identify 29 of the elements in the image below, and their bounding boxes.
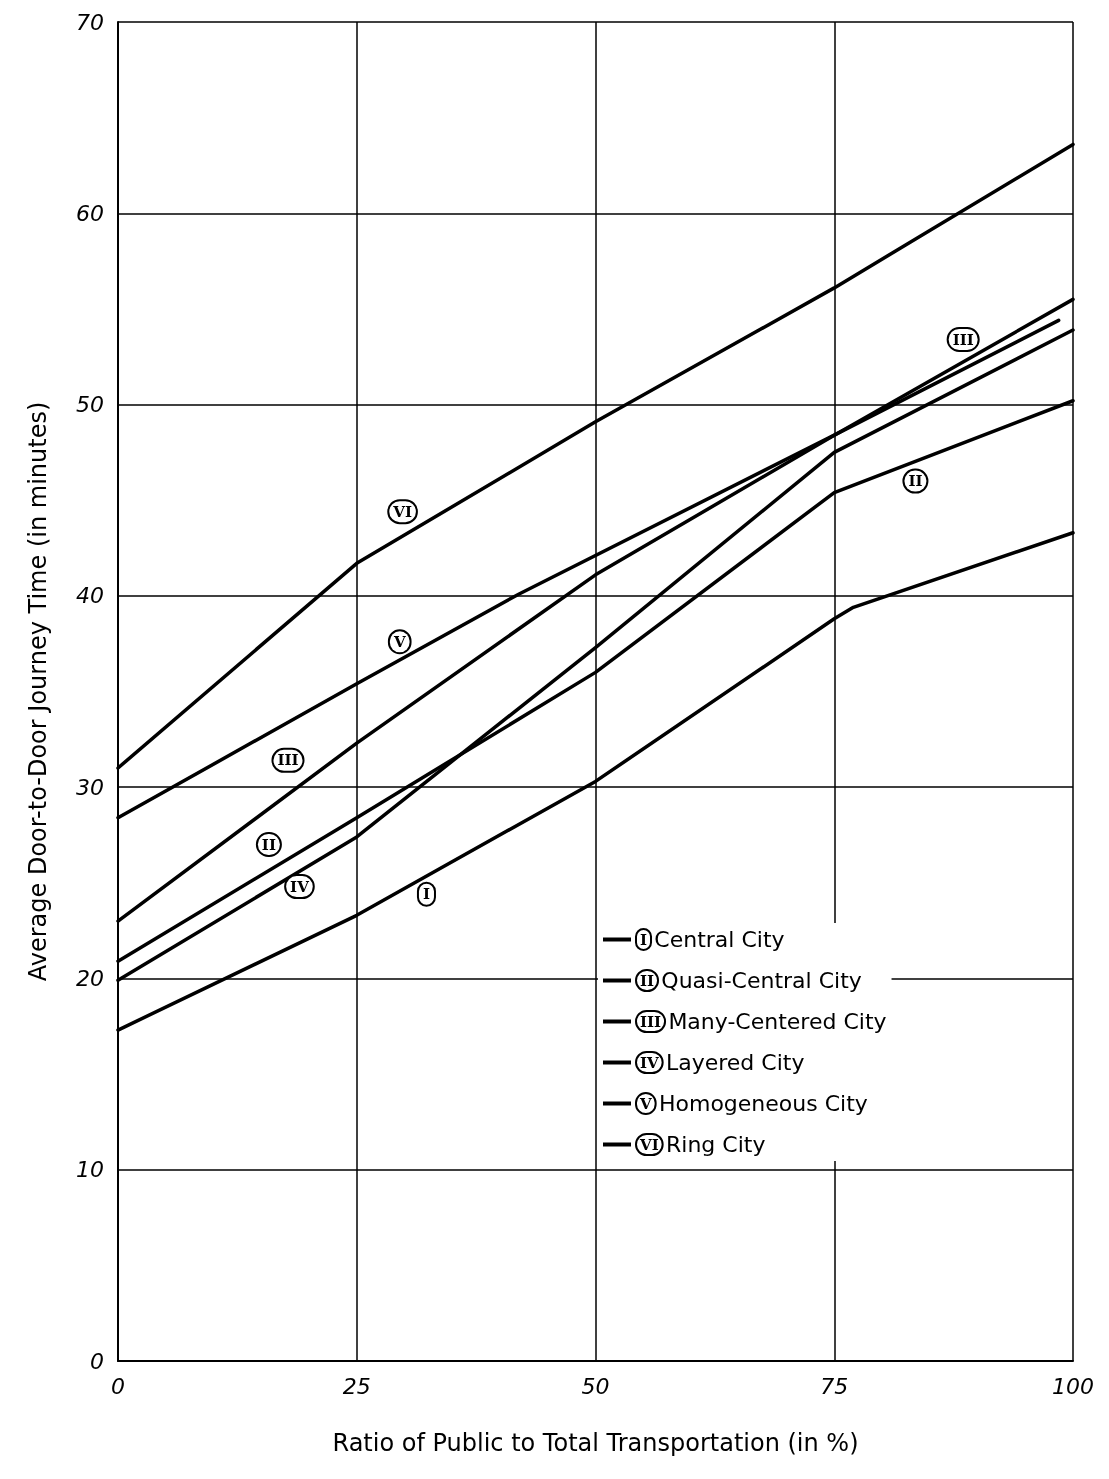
y-tick-label: 60 [76, 200, 104, 226]
legend-label: IV Layered City [640, 1050, 805, 1075]
y-tick-label: 0 [90, 1348, 104, 1374]
annotation: III [952, 330, 974, 349]
x-tick-label: 25 [342, 1373, 371, 1399]
annotation: II [261, 835, 276, 854]
x-tick-label: 100 [1052, 1373, 1094, 1399]
legend-label: VI Ring City [639, 1132, 766, 1157]
x-axis-title: Ratio of Public to Total Transportation (in %) [332, 1429, 859, 1457]
legend-label: V Homogeneous City [639, 1091, 868, 1116]
y-tick-label: 20 [76, 965, 104, 991]
legend-label: III Many-Centered City [640, 1009, 887, 1034]
y-tick-label: 70 [76, 9, 104, 35]
annotation: I [422, 885, 430, 904]
annotation: V [392, 632, 406, 651]
legend-label: I Central City [640, 927, 785, 952]
x-tick-label: 50 [581, 1373, 610, 1399]
x-tick-label: 75 [820, 1373, 849, 1399]
y-tick-label: 50 [76, 392, 104, 418]
y-tick-label: 40 [76, 583, 104, 609]
legend-label: II Quasi-Central City [640, 968, 862, 993]
x-tick-label: 0 [111, 1373, 125, 1399]
annotation: IV [290, 877, 310, 896]
y-tick-label: 30 [76, 774, 104, 800]
annotation: VI [392, 502, 412, 521]
y-axis-title: Average Door-to-Door Journey Time (in minutes) [24, 401, 52, 982]
annotation: II [908, 472, 923, 491]
y-tick-label: 10 [76, 1157, 104, 1183]
annotation: III [277, 751, 299, 770]
